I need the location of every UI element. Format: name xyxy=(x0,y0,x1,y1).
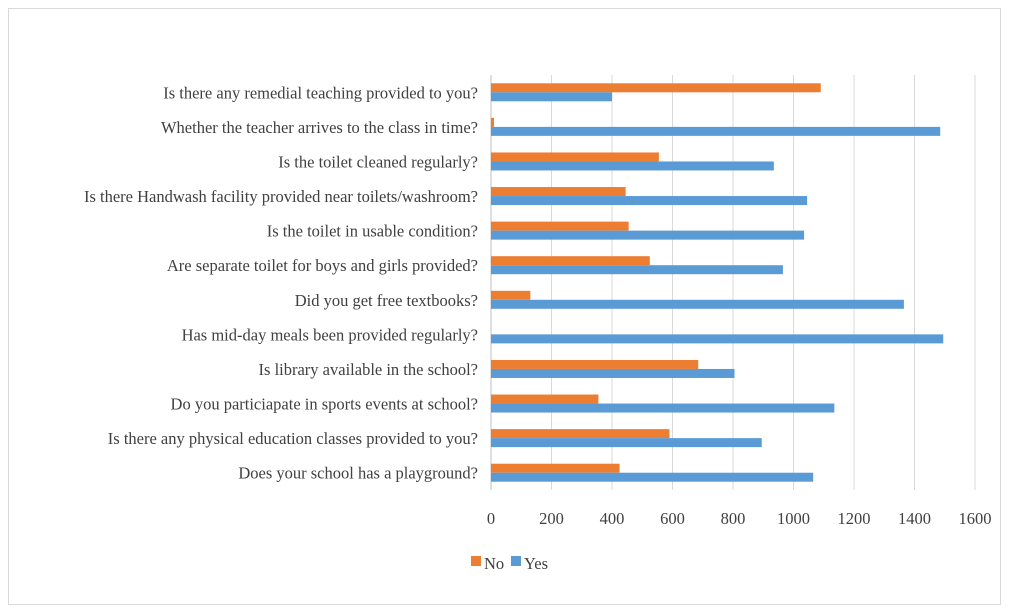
bar-yes xyxy=(491,126,941,136)
category-label: Are separate toilet for boys and girls p… xyxy=(167,256,478,275)
bar-no xyxy=(491,187,626,197)
category-label: Is there any remedial teaching provided … xyxy=(163,83,478,102)
bar-yes xyxy=(491,230,805,240)
x-tick-label: 1400 xyxy=(898,509,931,528)
bar-no xyxy=(491,359,699,369)
gridlines xyxy=(490,75,976,490)
x-tick-label: 1000 xyxy=(777,509,810,528)
x-tick-label: 400 xyxy=(600,509,625,528)
bar-no xyxy=(491,463,620,473)
legend-label: Yes xyxy=(524,554,548,573)
bar-yes xyxy=(491,403,835,413)
x-tick-label: 200 xyxy=(539,509,564,528)
category-label: Did you get free textbooks? xyxy=(295,291,478,310)
bar-no xyxy=(491,394,599,404)
bar-no xyxy=(491,290,531,300)
bar-no xyxy=(491,152,659,162)
category-label: Has mid-day meals been provided regularl… xyxy=(182,325,478,344)
bar-no xyxy=(491,117,495,127)
category-label: Is the toilet cleaned regularly? xyxy=(278,152,478,171)
bar-no xyxy=(491,83,821,93)
x-tick-label: 1200 xyxy=(838,509,871,528)
x-tick-label: 800 xyxy=(721,509,746,528)
category-label: Is the toilet in usable condition? xyxy=(267,222,478,241)
tick-labels: 0 200 400 600 800 1000 1200 1400 1600 xyxy=(487,509,992,528)
bar-no xyxy=(491,429,670,439)
category-label: Is there Handwash facility provided near… xyxy=(84,187,478,206)
category-label: Is there any physical education classes … xyxy=(108,429,478,448)
bars xyxy=(491,83,944,482)
x-tick-label: 0 xyxy=(487,509,495,528)
category-labels: Is there any remedial teaching provided … xyxy=(84,83,478,482)
bar-yes xyxy=(491,265,783,275)
legend-swatch xyxy=(511,556,521,566)
x-tick-label: 1600 xyxy=(959,509,992,528)
bar-yes xyxy=(491,472,814,482)
category-label: Does your school has a playground? xyxy=(238,464,478,483)
x-tick-label: 600 xyxy=(660,509,685,528)
bar-no xyxy=(491,256,650,266)
legend-swatch xyxy=(471,556,481,566)
bar-yes xyxy=(491,438,762,448)
legend: No Yes xyxy=(471,554,548,573)
bar-yes xyxy=(491,299,904,309)
bar-yes xyxy=(491,368,735,378)
category-label: Is library available in the school? xyxy=(259,360,478,379)
bar-yes xyxy=(491,334,944,344)
bar-no xyxy=(491,221,629,231)
category-label: Do you particiapate in sports events at … xyxy=(171,395,478,414)
category-label: Whether the teacher arrives to the class… xyxy=(161,118,478,137)
bar-yes xyxy=(491,92,612,102)
bar-yes xyxy=(491,196,808,206)
bar-yes xyxy=(491,161,774,171)
legend-label: No xyxy=(484,554,504,573)
